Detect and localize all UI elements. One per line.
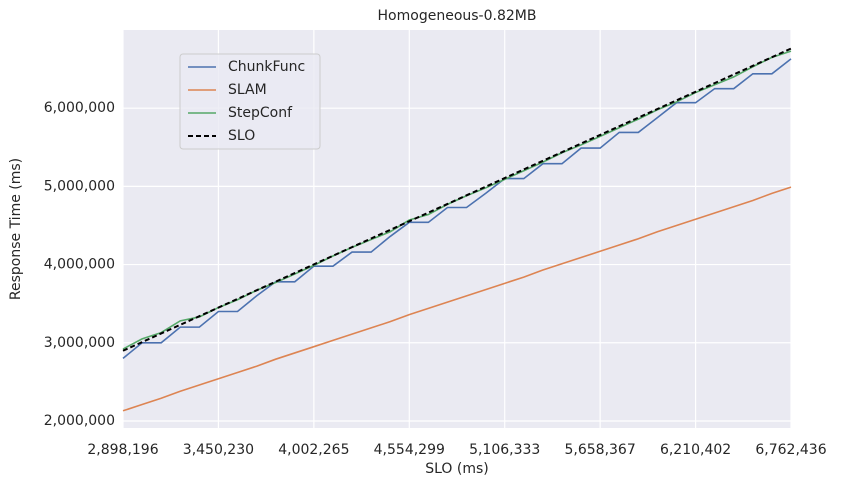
y-tick-label: 3,000,000 (44, 335, 115, 351)
y-tick-label: 5,000,000 (44, 178, 115, 194)
x-tick-label: 4,002,265 (278, 442, 349, 458)
y-axis-label: Response Time (ms) (8, 158, 24, 300)
legend-label: StepConf (228, 105, 293, 121)
x-tick-label: 2,898,196 (87, 442, 158, 458)
chart-title: Homogeneous-0.82MB (378, 8, 537, 24)
y-tick-label: 4,000,000 (44, 257, 115, 273)
x-tick-label: 5,106,333 (469, 442, 540, 458)
x-tick-label: 6,210,402 (660, 442, 731, 458)
legend-label: ChunkFunc (228, 59, 305, 75)
legend-label: SLO (228, 128, 255, 144)
legend-label: SLAM (228, 82, 267, 98)
series-line (122, 186, 792, 412)
y-tick-label: 6,000,000 (44, 100, 115, 116)
x-tick-label: 6,762,436 (755, 442, 826, 458)
x-tick-label: 5,658,367 (565, 442, 636, 458)
legend: ChunkFunc SLAM StepConf SLO (179, 53, 321, 150)
y-tick-label: 2,000,000 (44, 413, 115, 429)
legend-box (179, 53, 321, 150)
x-tick-label: 4,554,299 (374, 442, 445, 458)
x-tick-label: 3,450,230 (183, 442, 254, 458)
lines (122, 47, 792, 412)
x-axis-label: SLO (ms) (425, 461, 489, 477)
series-line (122, 47, 792, 352)
series-line (122, 58, 792, 360)
